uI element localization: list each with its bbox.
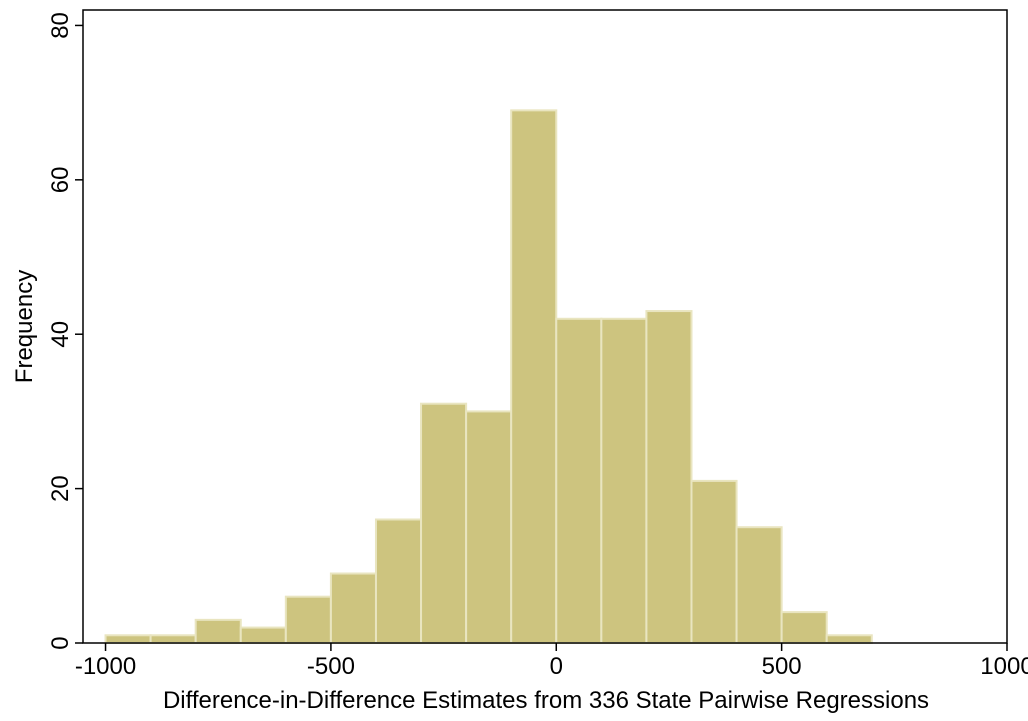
y-tick-label: 20 <box>47 475 74 502</box>
histogram-bar <box>194 618 242 645</box>
histogram-bar <box>600 317 648 644</box>
histogram-bar <box>374 518 423 644</box>
histogram-bar <box>555 317 603 644</box>
histogram-bar <box>329 572 377 645</box>
histogram-bar <box>510 109 558 645</box>
y-tick-label: 60 <box>47 166 74 193</box>
x-tick-label: 0 <box>550 653 563 680</box>
histogram-bar <box>645 310 693 644</box>
x-tick-label: 500 <box>762 653 802 680</box>
histogram-bar <box>690 479 738 645</box>
x-tick-label: -500 <box>307 653 355 680</box>
histogram-bar <box>239 626 287 644</box>
y-tick-label: 40 <box>47 321 74 348</box>
y-axis-title: Frequency <box>11 270 38 383</box>
histogram-bar <box>149 634 197 645</box>
histogram-bar <box>465 410 513 645</box>
y-tick-label: 80 <box>47 12 74 39</box>
histogram-bar <box>104 634 152 645</box>
y-axis: 0 20 40 60 80 <box>47 12 83 650</box>
plot-frame <box>82 9 1008 644</box>
y-tick-label: 0 <box>47 636 74 649</box>
histogram-bar <box>420 402 468 644</box>
histogram-bar <box>735 526 783 645</box>
bars-group <box>104 109 873 645</box>
histogram-bar <box>284 595 332 644</box>
plot-area: -1000 -500 0 500 1000 0 20 40 60 80 <box>47 9 1028 680</box>
x-tick-label: -1000 <box>75 653 136 680</box>
x-axis: -1000 -500 0 500 1000 <box>75 643 1028 680</box>
histogram-bar <box>780 611 828 644</box>
x-tick-label: 1000 <box>980 653 1028 680</box>
x-axis-title: Difference-in-Difference Estimates from … <box>163 687 929 714</box>
histogram-bar <box>825 634 873 645</box>
